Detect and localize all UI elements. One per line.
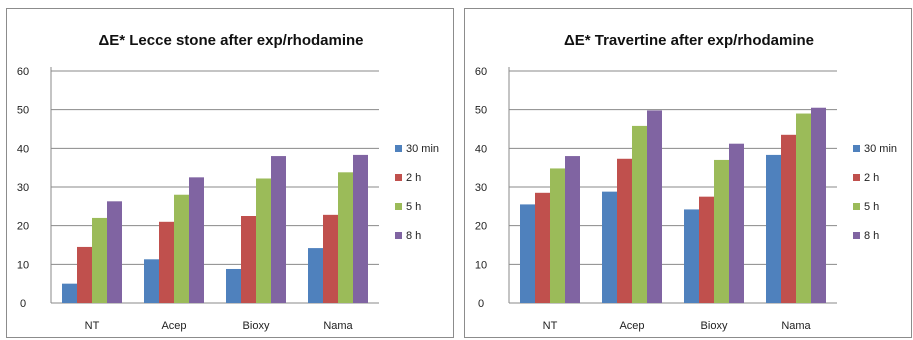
bar-nt-5-h (550, 168, 565, 303)
legend-swatch (395, 232, 402, 239)
x-tick-label: NT (543, 320, 558, 332)
legend-label: 5 h (864, 201, 879, 213)
bar-acep-5-h (174, 194, 189, 303)
y-tick-label: 30 (17, 182, 29, 194)
bar-nama-30-min (766, 154, 781, 303)
bar-nama-8-h (353, 154, 368, 303)
bar-nt-2-h (77, 246, 92, 303)
bar-acep-30-min (144, 259, 159, 303)
x-tick-label: Bioxy (243, 320, 270, 332)
bar-nama-30-min (308, 248, 323, 303)
chart-panel-lecce: ΔE* Lecce stone after exp/rhodamine 0 10 20… (6, 8, 454, 338)
y-tick-label: 0 (20, 298, 26, 310)
x-tick-label: Acep (619, 320, 644, 332)
y-tick-label: 50 (17, 105, 29, 117)
x-tick-label: NT (85, 320, 100, 332)
y-tick-label: 10 (475, 259, 487, 271)
y-tick-label: 40 (475, 143, 487, 155)
x-tick-label: Acep (161, 320, 186, 332)
legend-swatch (395, 203, 402, 210)
bar-nt-8-h (565, 156, 580, 303)
legend-swatch (853, 203, 860, 210)
travertine-chart-svg: ΔE* Travertine after exp/rhodamine 0 10 20 3… (475, 32, 897, 332)
legend-swatch (853, 174, 860, 181)
chart-title: ΔE* Lecce stone after exp/rhodamine (98, 32, 363, 49)
y-tick-label: 20 (475, 221, 487, 233)
y-tick-label: 10 (17, 259, 29, 271)
x-tick-label: Nama (781, 320, 811, 332)
bar-bioxy-8-h (271, 156, 286, 303)
legend-label: 8 h (864, 230, 879, 242)
bar-nt-30-min (62, 283, 77, 303)
y-tick-label: 40 (17, 143, 29, 155)
bar-nt-30-min (520, 204, 535, 303)
bar-nama-2-h (323, 214, 338, 303)
y-tick-label: 0 (478, 298, 484, 310)
bar-acep-30-min (602, 191, 617, 303)
bar-acep-8-h (647, 110, 662, 303)
bar-nama-8-h (811, 107, 826, 303)
bar-nama-5-h (338, 172, 353, 303)
bar-bioxy-5-h (714, 159, 729, 303)
legend-label: 5 h (406, 201, 421, 213)
legend-label: 2 h (864, 172, 879, 184)
legend-swatch (853, 232, 860, 239)
y-tick-label: 60 (17, 66, 29, 78)
bar-nt-2-h (535, 192, 550, 303)
bar-acep-5-h (632, 125, 647, 303)
bar-bioxy-2-h (241, 216, 256, 303)
legend-label: 2 h (406, 172, 421, 184)
bar-nt-8-h (107, 201, 122, 303)
chart-panel-travertine: ΔE* Travertine after exp/rhodamine 0 10 20 3… (464, 8, 912, 338)
bar-nama-2-h (781, 134, 796, 303)
legend-label: 30 min (864, 143, 897, 155)
bar-bioxy-30-min (684, 209, 699, 303)
y-tick-label: 50 (475, 105, 487, 117)
bar-nt-5-h (92, 217, 107, 303)
chart-title: ΔE* Travertine after exp/rhodamine (564, 32, 814, 49)
x-tick-label: Nama (323, 320, 353, 332)
bar-acep-2-h (159, 221, 174, 303)
x-tick-label: Bioxy (701, 320, 728, 332)
bar-nama-5-h (796, 113, 811, 304)
bar-bioxy-30-min (226, 268, 241, 303)
legend-swatch (395, 145, 402, 152)
bar-bioxy-5-h (256, 178, 271, 303)
legend-swatch (395, 174, 402, 181)
lecce-chart-svg: ΔE* Lecce stone after exp/rhodamine 0 10 20… (17, 32, 439, 332)
y-tick-label: 30 (475, 182, 487, 194)
bar-bioxy-2-h (699, 196, 714, 303)
bar-acep-8-h (189, 177, 204, 303)
bar-bioxy-8-h (729, 143, 744, 303)
legend-label: 8 h (406, 230, 421, 242)
y-tick-label: 60 (475, 66, 487, 78)
bar-acep-2-h (617, 158, 632, 303)
y-tick-label: 20 (17, 221, 29, 233)
legend-swatch (853, 145, 860, 152)
legend-label: 30 min (406, 143, 439, 155)
